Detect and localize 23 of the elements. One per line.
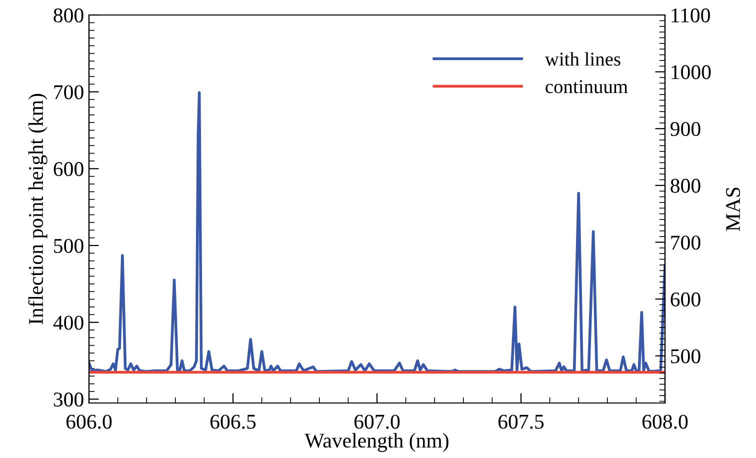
y-tick-label: 700 bbox=[54, 85, 84, 100]
legend-label: with lines bbox=[544, 52, 620, 66]
y2-axis-title: MAS bbox=[726, 188, 740, 231]
legend-label: continuum bbox=[546, 80, 628, 94]
x-tick-label: 607.5 bbox=[498, 414, 544, 429]
y-tick-label: 800 bbox=[54, 8, 84, 22]
y-tick-label: 300 bbox=[54, 392, 84, 407]
y2-tick-label: 500 bbox=[671, 349, 700, 364]
y2-tick-label: 1100 bbox=[672, 8, 710, 22]
y2-tick-label: 1000 bbox=[672, 65, 711, 80]
x-tick-label: 608.0 bbox=[642, 414, 688, 429]
y2-tick-label: 700 bbox=[671, 236, 700, 250]
y2-tick-label: 600 bbox=[670, 292, 700, 306]
y-axis-title: Inflection point height (km) bbox=[28, 94, 48, 324]
y2-tick-label: 800 bbox=[670, 178, 700, 193]
x-axis-title: Wavelength (nm) bbox=[304, 433, 448, 452]
y2-tick-label: 900 bbox=[670, 122, 700, 136]
y-tick-label: 600 bbox=[54, 162, 84, 176]
x-tick-label: 606.0 bbox=[66, 414, 112, 429]
y-tick-label: 400 bbox=[53, 316, 84, 330]
x-tick-label: 606.5 bbox=[210, 414, 256, 429]
y-tick-label: 500 bbox=[54, 238, 84, 253]
x-tick-label: 607.0 bbox=[354, 414, 400, 429]
